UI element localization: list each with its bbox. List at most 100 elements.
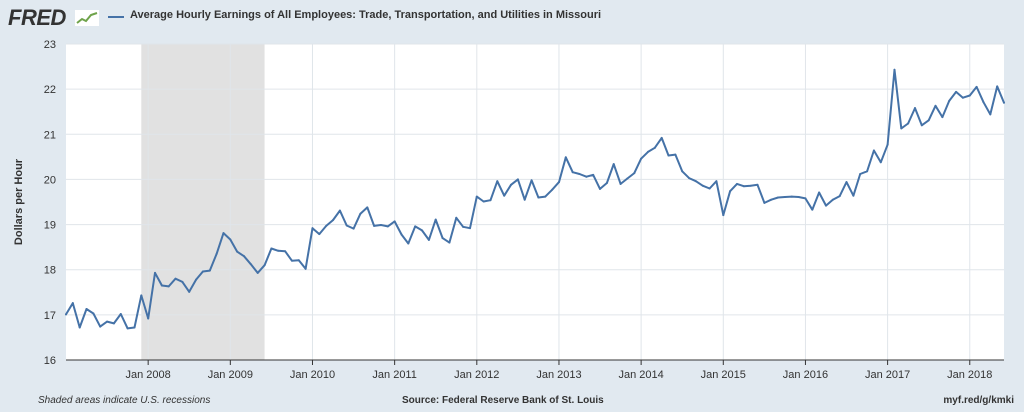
data-point: [379, 224, 382, 227]
data-point: [510, 183, 513, 186]
data-point: [763, 201, 766, 204]
data-point: [421, 229, 424, 232]
x-tick-label: Jan 2016: [783, 369, 828, 381]
y-tick-label: 20: [44, 174, 56, 186]
data-point: [537, 196, 540, 199]
x-tick-label: Jan 2014: [618, 369, 663, 381]
data-point: [646, 150, 649, 153]
data-point: [811, 208, 814, 211]
data-point: [749, 184, 752, 187]
data-point: [133, 326, 136, 329]
data-point: [948, 99, 951, 102]
data-point: [284, 250, 287, 253]
y-tick-label: 22: [44, 84, 56, 96]
data-point: [311, 227, 314, 230]
data-point: [106, 320, 109, 323]
data-point: [270, 247, 273, 250]
data-point: [71, 302, 74, 305]
x-tick-label: Jan 2018: [947, 369, 992, 381]
data-point: [359, 212, 362, 215]
data-point: [975, 85, 978, 88]
data-point: [167, 285, 170, 288]
data-point: [913, 107, 916, 110]
source-note: Source: Federal Reserve Bank of St. Loui…: [402, 395, 604, 406]
y-tick-label: 19: [44, 220, 56, 232]
data-point: [557, 181, 560, 184]
data-point: [729, 190, 732, 193]
data-point: [927, 119, 930, 122]
data-point: [468, 227, 471, 230]
data-point: [996, 85, 999, 88]
data-point: [544, 195, 547, 198]
y-tick-label: 18: [44, 265, 56, 277]
data-point: [441, 237, 444, 240]
y-tick-label: 17: [44, 310, 56, 322]
series-line: [65, 68, 1005, 330]
data-point: [605, 182, 608, 185]
x-tick-label: Jan 2010: [290, 369, 335, 381]
data-point: [65, 313, 67, 316]
x-tick-label: Jan 2015: [701, 369, 746, 381]
data-point: [215, 252, 218, 255]
data-point: [345, 224, 348, 227]
data-point: [955, 90, 958, 93]
data-point: [482, 200, 485, 203]
data-point: [222, 232, 225, 235]
fred-logo[interactable]: FRED: [8, 5, 66, 30]
data-point: [626, 177, 629, 180]
data-point: [907, 122, 910, 125]
data-point: [783, 196, 786, 199]
data-point: [879, 161, 882, 164]
data-point: [434, 218, 437, 221]
data-point: [195, 278, 198, 281]
data-point: [503, 194, 506, 197]
data-point: [174, 277, 177, 280]
data-point: [154, 271, 157, 274]
data-point: [653, 146, 656, 149]
data-point: [400, 233, 403, 236]
data-point: [516, 178, 519, 181]
data-point: [961, 96, 964, 99]
x-tick-label: Jan 2009: [208, 369, 253, 381]
data-point: [681, 170, 684, 173]
data-point: [982, 101, 985, 104]
data-point: [277, 249, 280, 252]
data-point: [845, 181, 848, 184]
data-point: [1003, 101, 1005, 104]
data-point: [366, 206, 369, 209]
data-point: [660, 136, 663, 139]
short-link[interactable]: myf.red/g/kmki: [943, 395, 1014, 406]
x-tick-label: Jan 2017: [865, 369, 910, 381]
data-point: [893, 68, 896, 71]
fred-mini-chart-icon: [75, 10, 99, 26]
data-point: [852, 194, 855, 197]
data-point: [140, 294, 143, 297]
data-point: [249, 263, 252, 266]
recession-note: Shaded areas indicate U.S. recessions: [38, 395, 211, 406]
data-point: [523, 198, 526, 201]
data-point: [571, 171, 574, 174]
data-point: [530, 179, 533, 182]
data-point: [393, 220, 396, 223]
data-point: [797, 196, 800, 199]
data-point: [715, 180, 718, 183]
x-tick-label: Jan 2012: [454, 369, 499, 381]
x-tick-label: Jan 2011: [372, 369, 416, 381]
data-point: [735, 182, 738, 185]
data-point: [708, 187, 711, 190]
data-point: [777, 196, 780, 199]
data-point: [386, 225, 389, 228]
data-point: [462, 225, 465, 228]
data-point: [633, 172, 636, 175]
data-point: [640, 157, 643, 160]
data-point: [489, 199, 492, 202]
data-point: [147, 317, 150, 320]
data-point: [989, 113, 992, 116]
data-point: [674, 153, 677, 156]
legend-series-label: Average Hourly Earnings of All Employees…: [130, 9, 602, 21]
data-point: [824, 204, 827, 207]
data-point: [770, 198, 773, 201]
data-point: [831, 198, 834, 201]
data-point: [373, 224, 376, 227]
